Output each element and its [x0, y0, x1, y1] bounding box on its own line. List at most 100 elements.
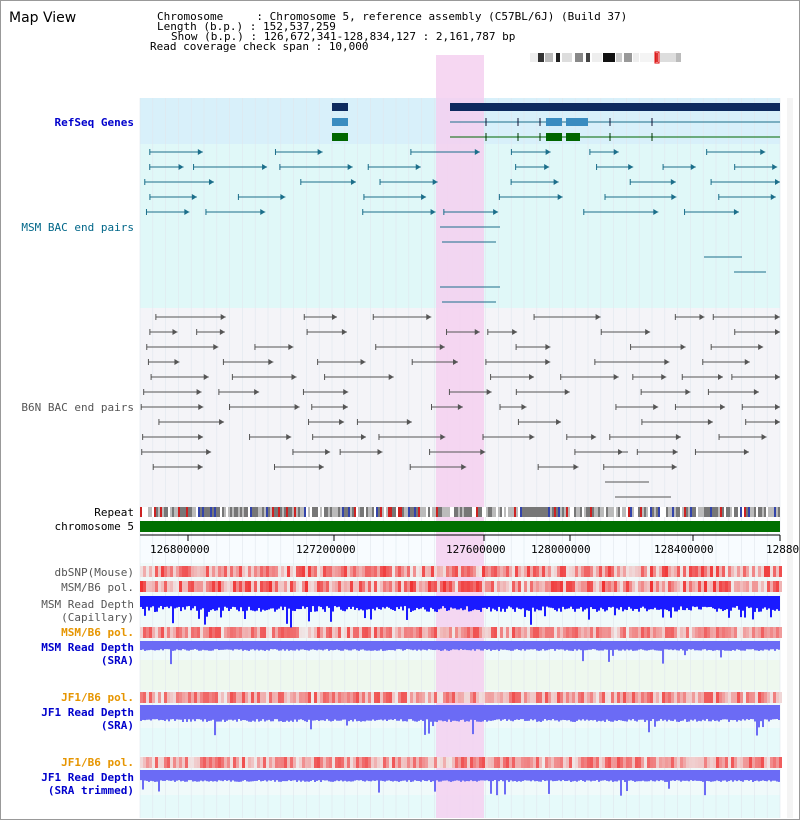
msm-depth-sra-bar — [364, 641, 366, 651]
jf1-depth-bar — [306, 705, 308, 722]
dbsnp-heat — [296, 566, 299, 577]
track-label-dbsnp[interactable]: dbSNP(Mouse) — [54, 566, 134, 579]
repeat-mark — [432, 507, 434, 517]
track-label-jf1-trim[interactable]: JF1 Read Depth — [41, 771, 134, 784]
msm-depth-sra-bar — [344, 641, 346, 650]
msm-depth-cap-bar — [472, 596, 474, 611]
track-label-msm-depth-cap[interactable]: MSM Read Depth — [41, 598, 134, 611]
msm-depth-cap-bar — [274, 596, 276, 612]
msm-pol-sra-heat — [197, 627, 200, 638]
msm-pol-sra-heat — [272, 627, 275, 638]
track-label-jf1-b6-pol[interactable]: JF1/B6 pol. — [61, 691, 134, 704]
repeat-mark — [356, 507, 358, 517]
msm-depth-sra-bar — [560, 641, 562, 650]
msm-depth-cap-bar — [304, 596, 306, 609]
jf1-pol-2-heat — [452, 757, 455, 768]
track-label-chromosome[interactable]: chromosome 5 — [54, 520, 134, 533]
repeat-mark — [178, 507, 180, 517]
track-label-jf1-depth[interactable]: JF1 Read Depth — [41, 706, 134, 719]
msm-depth-cap-bar — [622, 596, 624, 612]
msm-depth-cap-bar — [722, 596, 724, 612]
b6n-bac-pair-arrow — [325, 449, 331, 455]
msm-pol-heat — [164, 581, 167, 592]
msm-depth-cap-bar — [690, 596, 692, 611]
jf1-pol-heat — [611, 692, 614, 703]
dbsnp-heat — [581, 566, 584, 577]
jf1-pol-heat — [356, 692, 359, 703]
msm-depth-cap-bar — [658, 596, 660, 610]
track-label-msm-b6-pol[interactable]: MSM/B6 pol. — [61, 581, 134, 594]
jf1-pol-2-heat — [446, 757, 449, 768]
dbsnp-heat — [485, 566, 488, 577]
msm-pol-heat — [440, 581, 443, 592]
repeat-mark — [548, 507, 550, 517]
b6n-bac-pair-arrow — [653, 404, 659, 410]
jf1-trim-depth-bar — [330, 770, 332, 782]
msm-depth-sra-bar — [738, 641, 740, 650]
repeat-mark — [396, 507, 398, 517]
msm-pol-sra-heat — [410, 627, 413, 638]
track-label-b6n-bac[interactable]: B6N BAC end pairs — [21, 401, 134, 414]
jf1-trim-depth-bar — [670, 770, 672, 781]
msm-depth-sra-bar — [318, 641, 320, 650]
repeat-mark — [310, 507, 312, 517]
jf1-pol-heat — [680, 692, 683, 703]
msm-pol-heat — [503, 581, 506, 592]
jf1-trim-depth-bar — [692, 770, 694, 781]
b6n-bac-pair-arrow — [529, 434, 535, 440]
jf1-pol-heat — [281, 692, 284, 703]
repeat-mark — [254, 507, 256, 517]
msm-depth-sra-bar — [424, 641, 426, 650]
jf1-trim-depth-bar — [318, 770, 320, 781]
dbsnp-heat — [356, 566, 359, 577]
repeat-mark — [298, 507, 300, 517]
track-label-msm-bac[interactable]: MSM BAC end pairs — [21, 221, 134, 234]
dbsnp-heat — [605, 566, 608, 577]
jf1-trim-depth-bar — [254, 770, 256, 781]
jf1-pol-2-heat — [158, 757, 161, 768]
dbsnp-heat — [644, 566, 647, 577]
track-label-msm-depth-sra[interactable]: MSM Read Depth — [41, 641, 134, 654]
jf1-pol-heat — [614, 692, 617, 703]
dbsnp-heat — [383, 566, 386, 577]
jf1-trim-depth-bar — [686, 770, 688, 781]
msm-depth-cap-bar — [558, 596, 560, 609]
jf1-pol-heat — [371, 692, 374, 703]
msm-pol-heat — [536, 581, 539, 592]
msm-depth-sra-bar — [548, 641, 550, 650]
msm-depth-cap-bar — [202, 596, 204, 609]
jf1-pol-heat — [332, 692, 335, 703]
jf1-depth-bar — [712, 705, 714, 720]
msm-depth-sra-bar — [336, 641, 338, 650]
msm-depth-cap-bar — [464, 596, 466, 610]
repeat-mark — [518, 507, 520, 517]
jf1-depth-bar — [362, 705, 364, 722]
track-label-refseq[interactable]: RefSeq Genes — [54, 116, 134, 129]
msm-bac-pair-arrow — [347, 164, 353, 170]
jf1-trim-depth-bar — [778, 770, 780, 782]
jf1-trim-depth-bar — [234, 770, 236, 782]
repeat-mark — [278, 507, 280, 517]
track-label-repeat[interactable]: Repeat — [94, 506, 134, 519]
jf1-trim-depth-bar — [590, 770, 592, 782]
jf1-depth-bar — [442, 705, 444, 722]
jf1-depth-bar — [564, 705, 566, 721]
msm-pol-sra-heat — [179, 627, 182, 638]
jf1-depth-bar — [390, 705, 392, 720]
repeat-mark — [222, 507, 224, 517]
msm-depth-cap-bar — [548, 596, 550, 608]
msm-depth-cap-bar — [756, 596, 758, 609]
track-label-msm-b6-pol-sra[interactable]: MSM/B6 pol. — [61, 626, 134, 639]
jf1-trim-depth-bar — [580, 770, 582, 781]
b6n-bac-pair-arrow — [288, 344, 294, 350]
msm-pol-sra-heat — [161, 627, 164, 638]
track-label-jf1-b6-pol-2[interactable]: JF1/B6 pol. — [61, 756, 134, 769]
jf1-trim-depth-bar — [730, 770, 732, 781]
msm-bac-pair-arrow — [262, 164, 268, 170]
msm-pol-sra-heat — [554, 627, 557, 638]
jf1-pol-heat — [557, 692, 560, 703]
msm-pol-sra-heat — [776, 627, 779, 638]
msm-pol-sra-heat — [461, 627, 464, 638]
jf1-depth-bar — [338, 705, 340, 721]
